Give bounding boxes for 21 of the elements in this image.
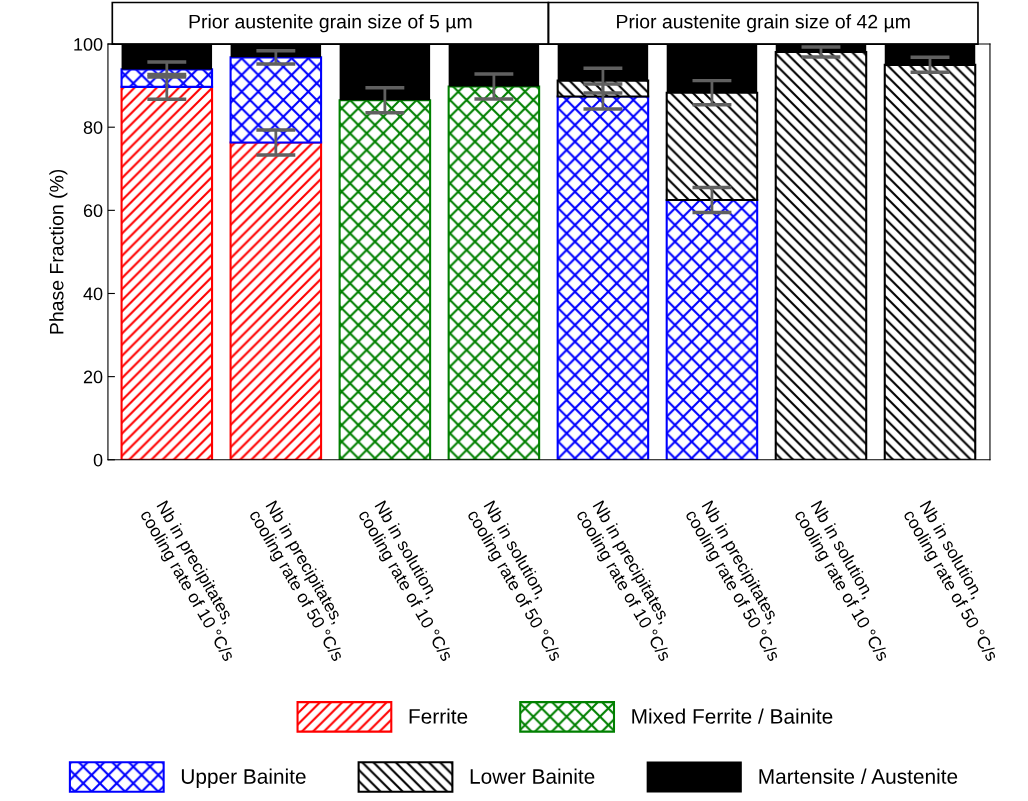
bar (229, 56, 323, 144)
legend-label: Martensite / Austenite (759, 768, 958, 784)
y-tick-label: 80 (83, 121, 103, 134)
bar (229, 141, 323, 460)
legend-label: Lower Bainite (470, 768, 595, 784)
y-tick-label: 100 (74, 37, 103, 51)
bar (556, 95, 650, 460)
legend-label: Mixed Ferrite / Bainite (632, 708, 833, 724)
legend-label: Upper Bainite (181, 768, 306, 789)
y-axis-title: Phase Fraction (%) (49, 169, 68, 334)
bar (447, 85, 541, 460)
text: Prior austenite grain size of 5 µm (189, 14, 472, 33)
bar (665, 198, 759, 460)
y-tick-label: 0 (93, 453, 103, 467)
text: Prior austenite grain size of 42 µm (617, 14, 910, 33)
bar (120, 85, 214, 460)
legend-label: Ferrite (409, 708, 468, 724)
bar (338, 99, 432, 460)
y-tick-label: 40 (83, 287, 103, 301)
y-tick-label: 20 (83, 370, 103, 384)
y-tick-label: 60 (83, 204, 103, 218)
